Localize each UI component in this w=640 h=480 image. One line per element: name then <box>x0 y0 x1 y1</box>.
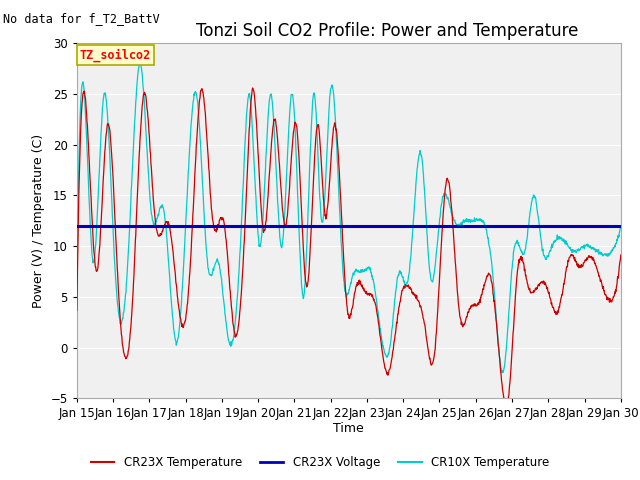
Legend: CR23X Temperature, CR23X Voltage, CR10X Temperature: CR23X Temperature, CR23X Voltage, CR10X … <box>86 452 554 474</box>
CR23X Temperature <box>194 119 202 125</box>
CR10X Temperature <box>434 240 442 245</box>
CR10X Temperature <box>505 309 513 314</box>
CR23X Temperature <box>505 392 513 398</box>
Line: CR10X Temperature: CR10X Temperature <box>77 61 621 373</box>
CR10X Temperature <box>195 105 202 111</box>
CR23X Temperature <box>249 85 257 91</box>
Y-axis label: Power (V) / Temperature (C): Power (V) / Temperature (C) <box>32 134 45 308</box>
CR23X Temperature <box>255 168 263 174</box>
CR10X Temperature <box>73 297 81 302</box>
CR10X Temperature <box>553 236 561 241</box>
CR23X Temperature <box>553 312 561 317</box>
Line: CR23X Temperature: CR23X Temperature <box>77 88 621 407</box>
Text: TZ_soilco2: TZ_soilco2 <box>80 48 151 62</box>
CR10X Temperature <box>617 224 625 230</box>
CR23X Temperature <box>617 252 625 258</box>
CR10X Temperature <box>136 58 143 64</box>
Text: No data for f_T2_BattV: No data for f_T2_BattV <box>3 12 160 25</box>
CR10X Temperature <box>255 243 263 249</box>
CR23X Temperature <box>434 312 442 318</box>
CR23X Temperature <box>180 320 188 326</box>
X-axis label: Time: Time <box>333 422 364 435</box>
CR10X Temperature <box>181 236 189 242</box>
CR23X Temperature <box>73 308 81 313</box>
Title: Tonzi Soil CO2 Profile: Power and Temperature: Tonzi Soil CO2 Profile: Power and Temper… <box>196 22 578 40</box>
CR10X Temperature <box>498 370 506 376</box>
CR23X Temperature <box>502 404 509 409</box>
